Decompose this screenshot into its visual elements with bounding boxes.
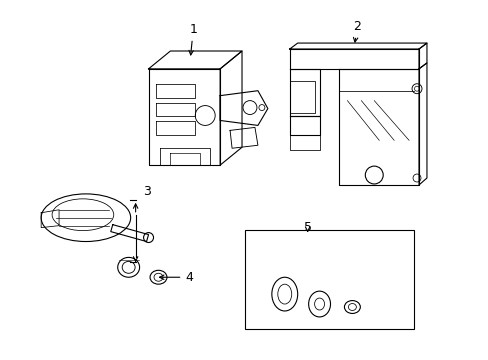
Bar (244, 230, 413, 329)
Text: 3: 3 (143, 185, 151, 198)
Text: 4: 4 (159, 271, 193, 284)
Text: 2: 2 (353, 20, 361, 42)
Text: 1: 1 (188, 23, 197, 55)
Text: 5: 5 (303, 221, 311, 234)
